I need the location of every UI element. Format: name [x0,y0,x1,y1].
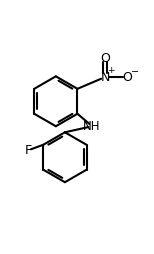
Text: O: O [123,71,133,84]
Text: O: O [100,52,110,65]
Text: N: N [100,71,110,84]
Text: +: + [108,66,115,75]
Text: F: F [24,144,31,157]
Text: −: − [131,67,139,77]
Text: NH: NH [83,120,101,133]
